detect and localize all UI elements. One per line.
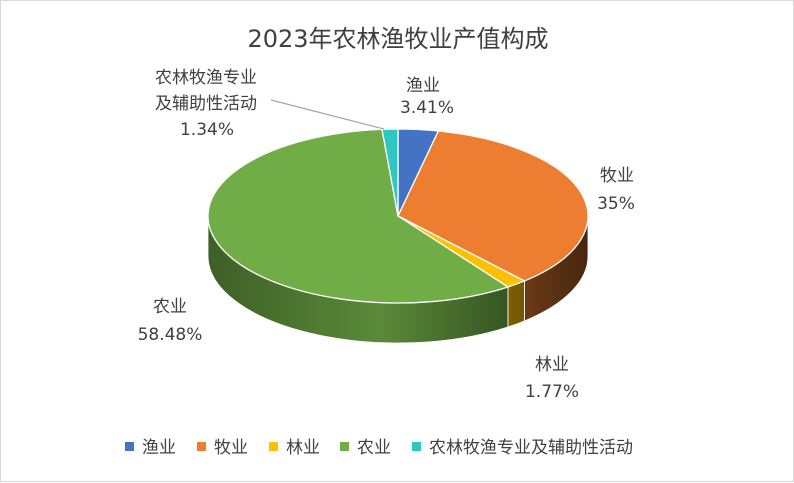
data-label-value-support: 1.34% bbox=[180, 120, 234, 140]
chart-title: 2023年农林渔牧业产值构成 bbox=[247, 25, 548, 53]
legend-label-support: 农林牧渔专业及辅助性活动 bbox=[429, 438, 633, 458]
legend-swatch-forestry bbox=[269, 442, 278, 451]
data-label-name-animal-husbandry: 牧业 bbox=[600, 166, 634, 186]
pie-slice-animal-husbandry bbox=[397, 130, 589, 282]
legend-label-forestry: 林业 bbox=[286, 438, 320, 458]
data-label-value-animal-husbandry: 35% bbox=[597, 194, 635, 214]
data-label-name-agriculture: 农业 bbox=[153, 297, 187, 317]
pie-slice-support bbox=[381, 128, 399, 217]
data-label-name-fishery: 渔业 bbox=[406, 76, 440, 96]
pie-tops bbox=[207, 128, 589, 304]
data-label-name-support-line2: 及辅助性活动 bbox=[155, 94, 257, 114]
data-label-name-support-line1: 农林牧渔专业 bbox=[155, 68, 257, 88]
pie-slice-side-forestry bbox=[507, 280, 525, 328]
legend: 渔业 牧业 林业 农业 农林牧渔专业及辅助性活动 bbox=[125, 438, 633, 458]
data-label-value-agriculture: 58.48% bbox=[138, 325, 203, 345]
data-label-value-fishery: 3.41% bbox=[400, 98, 454, 118]
legend-swatch-support bbox=[412, 442, 421, 451]
legend-label-agriculture: 农业 bbox=[357, 438, 391, 458]
data-label-value-forestry: 1.77% bbox=[525, 382, 579, 402]
legend-label-fishery: 渔业 bbox=[142, 438, 176, 458]
legend-swatch-animal-husbandry bbox=[197, 442, 206, 451]
legend-label-animal-husbandry: 牧业 bbox=[214, 438, 248, 458]
legend-swatch-fishery bbox=[125, 442, 134, 451]
leader-line-support bbox=[270, 99, 385, 130]
pie-slice-agriculture bbox=[207, 128, 510, 304]
data-label-name-forestry: 林业 bbox=[535, 355, 569, 375]
legend-swatch-agriculture bbox=[340, 442, 349, 451]
